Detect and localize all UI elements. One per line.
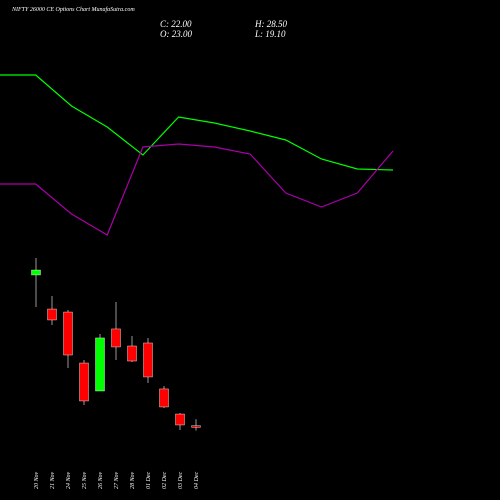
candle-body [191, 425, 201, 428]
x-tick-label: 01 Dec [146, 472, 152, 489]
ohlc-label: C: 22.00 [160, 19, 192, 29]
ohlc-label: L: 19.10 [254, 29, 286, 39]
x-tick-label: 20 Nov [34, 471, 40, 489]
x-tick-label: 21 Nov [50, 471, 56, 489]
candle-body [95, 337, 105, 392]
candle-body [63, 311, 73, 356]
x-tick-label: 02 Dec [162, 472, 168, 489]
candle-body [159, 388, 169, 408]
candle-body [127, 345, 137, 362]
indicator-line [0, 74, 394, 171]
x-tick-label: 26 Nov [98, 471, 104, 489]
candle-body [31, 269, 41, 276]
ohlc-label: H: 28.50 [254, 19, 287, 29]
candle-body [111, 328, 121, 348]
ohlc-label: O: 23.00 [160, 29, 192, 39]
chart-title: NIFTY 26000 CE Options Chart MunafaSutra… [11, 6, 135, 13]
x-tick-label: 03 Dec [178, 472, 184, 489]
candle-body [47, 308, 57, 321]
candle-body [79, 362, 89, 402]
x-tick-label: 24 Nov [65, 471, 72, 489]
candle-body [143, 342, 153, 378]
indicator-line [0, 143, 394, 236]
x-tick-label: 27 Nov [114, 471, 120, 489]
x-tick-label: 04 Dec [193, 472, 200, 489]
x-tick-label: 25 Nov [82, 471, 88, 489]
x-tick-label: 28 Nov [130, 471, 136, 489]
candle-body [175, 413, 185, 426]
